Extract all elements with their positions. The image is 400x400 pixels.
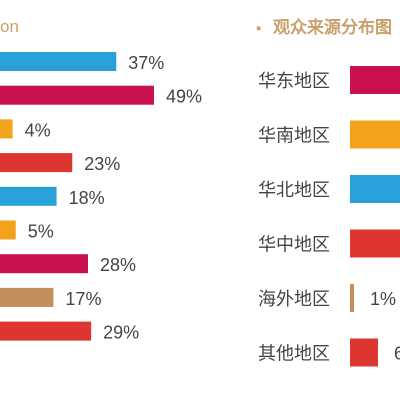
left-bar-value-label: 29% xyxy=(103,323,139,343)
right-bar-4 xyxy=(350,229,400,258)
right-category-label: 华南地区 xyxy=(258,126,330,146)
right-category-label: 华北地区 xyxy=(258,180,330,200)
left-bar-6 xyxy=(0,220,16,240)
right-bar-2 xyxy=(350,120,400,149)
right-category-label: 其他地区 xyxy=(258,344,330,364)
right-bar-value-label: 1% xyxy=(370,289,396,309)
left-bar-value-label: 49% xyxy=(166,87,202,107)
left-bar-chart: 37%49% 4% 23% 18% 5% 28% 17%29% xyxy=(0,52,202,343)
left-bar-value-label: 23% xyxy=(84,154,120,174)
right-bar-6 xyxy=(350,338,378,367)
left-chart-title: on xyxy=(0,17,19,36)
left-bar-9 xyxy=(0,321,92,341)
left-bar-value-label: 5% xyxy=(28,222,54,242)
left-bar-value-label: 4% xyxy=(25,120,51,140)
left-bar-1 xyxy=(0,52,117,71)
left-bar-4 xyxy=(0,153,73,173)
left-bar-2 xyxy=(0,85,154,105)
right-bar-value-label: 6 xyxy=(394,344,400,364)
left-bar-value-label: 18% xyxy=(69,188,105,208)
left-bar-8 xyxy=(0,287,54,307)
left-bar-3 xyxy=(0,119,13,139)
left-bar-5 xyxy=(0,186,57,206)
left-bar-value-label: 28% xyxy=(100,255,136,275)
right-bar-5 xyxy=(350,284,354,312)
right-category-label: 华东地区 xyxy=(258,71,330,91)
right-chart-title-marker: ▪ xyxy=(256,20,261,37)
right-bar-3 xyxy=(350,175,400,203)
left-bar-7 xyxy=(0,254,88,274)
left-bar-value-label: 37% xyxy=(128,53,164,73)
right-chart-title: 观众来源分布图 xyxy=(272,17,392,37)
right-category-label: 海外地区 xyxy=(258,289,330,309)
right-category-label: 华中地区 xyxy=(258,235,330,255)
right-bar-1 xyxy=(350,66,400,94)
left-bar-value-label: 17% xyxy=(65,289,101,309)
